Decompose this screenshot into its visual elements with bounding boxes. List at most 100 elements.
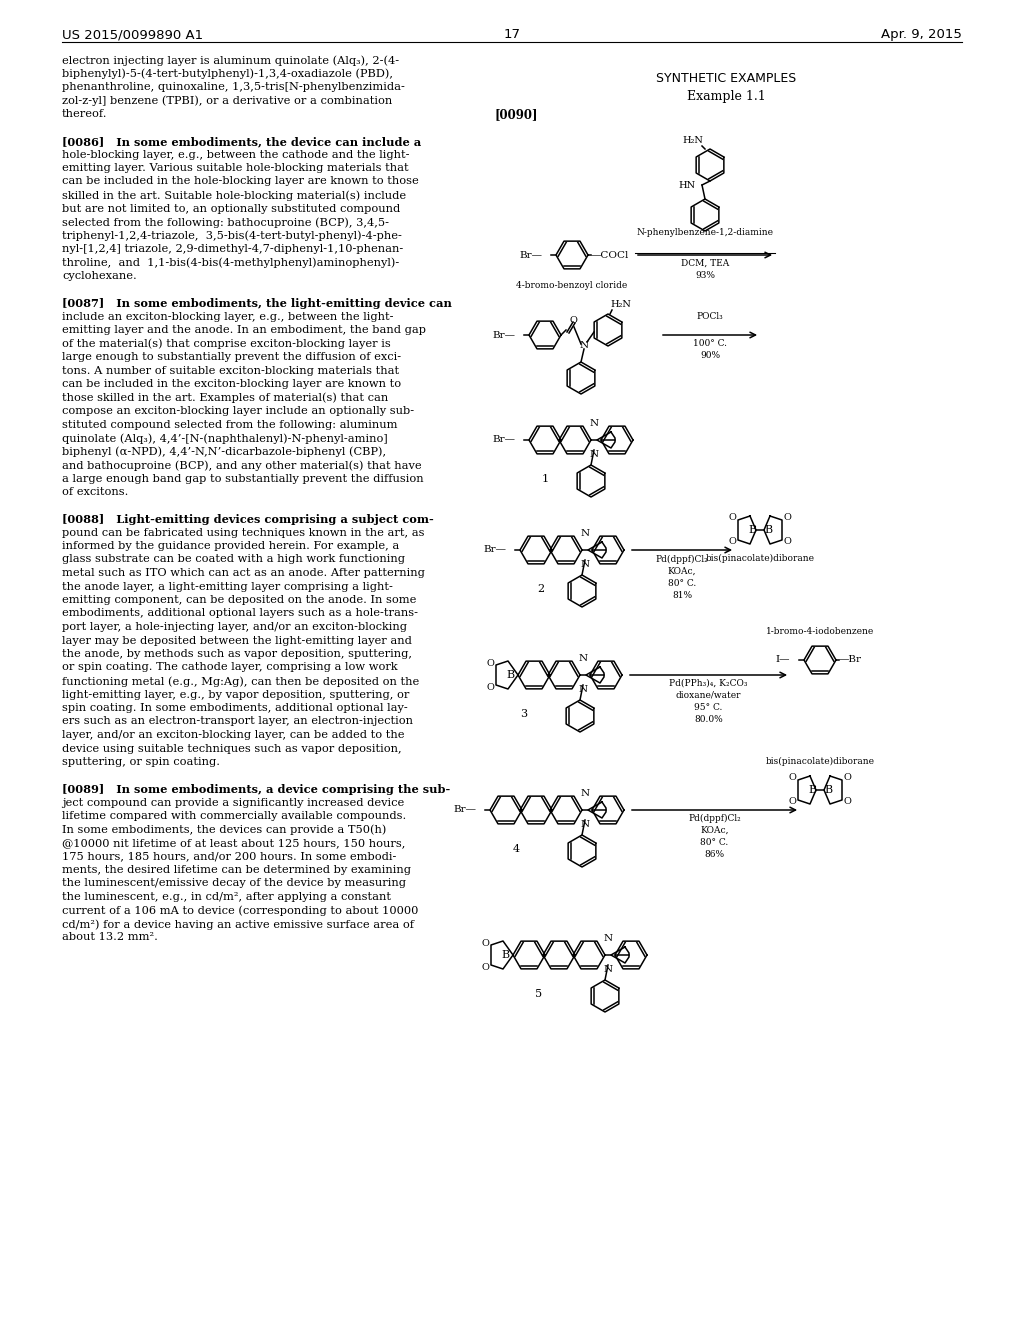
Text: 93%: 93% (695, 271, 715, 280)
Text: cyclohexane.: cyclohexane. (62, 271, 137, 281)
Text: Br—: Br— (492, 436, 515, 445)
Text: N: N (603, 935, 612, 942)
Text: hole-blocking layer, e.g., between the cathode and the light-: hole-blocking layer, e.g., between the c… (62, 149, 410, 160)
Text: POCl₃: POCl₃ (696, 312, 723, 321)
Text: current of a 106 mA to device (corresponding to about 10000: current of a 106 mA to device (correspon… (62, 906, 419, 916)
Text: informed by the guidance provided herein. For example, a: informed by the guidance provided herein… (62, 541, 399, 550)
Text: compose an exciton-blocking layer include an optionally sub-: compose an exciton-blocking layer includ… (62, 407, 414, 416)
Text: metal such as ITO which can act as an anode. After patterning: metal such as ITO which can act as an an… (62, 568, 425, 578)
Text: O: O (486, 659, 494, 668)
Text: 4: 4 (512, 843, 519, 854)
Text: 4-bromo-benzoyl cloride: 4-bromo-benzoyl cloride (516, 281, 628, 290)
Text: quinolate (Alq₃), 4,4’-[N-(naphthalenyl)-N-phenyl-amino]: quinolate (Alq₃), 4,4’-[N-(naphthalenyl)… (62, 433, 388, 444)
Text: H₂N: H₂N (610, 300, 631, 309)
Text: 95° C.: 95° C. (694, 704, 723, 711)
Text: of the material(s) that comprise exciton-blocking layer is: of the material(s) that comprise exciton… (62, 338, 391, 348)
Text: O: O (844, 797, 852, 807)
Text: triphenyl-1,2,4-triazole,  3,5-bis(4-tert-butyl-phenyl)-4-phe-: triphenyl-1,2,4-triazole, 3,5-bis(4-tert… (62, 231, 401, 242)
Text: embodiments, additional optional layers such as a hole-trans-: embodiments, additional optional layers … (62, 609, 418, 619)
Text: and bathocuproine (BCP), and any other material(s) that have: and bathocuproine (BCP), and any other m… (62, 459, 422, 470)
Text: N: N (581, 820, 590, 829)
Text: 3: 3 (520, 709, 527, 719)
Text: port layer, a hole-injecting layer, and/or an exciton-blocking: port layer, a hole-injecting layer, and/… (62, 622, 407, 632)
Text: tons. A number of suitable exciton-blocking materials that: tons. A number of suitable exciton-block… (62, 366, 399, 375)
Text: skilled in the art. Suitable hole-blocking material(s) include: skilled in the art. Suitable hole-blocki… (62, 190, 407, 201)
Text: O: O (844, 774, 852, 783)
Text: O: O (486, 682, 494, 692)
Text: Br—: Br— (483, 545, 506, 554)
Text: B: B (748, 525, 756, 535)
Text: [0089]   In some embodiments, a device comprising the sub-: [0089] In some embodiments, a device com… (62, 784, 451, 795)
Text: emitting layer and the anode. In an embodiment, the band gap: emitting layer and the anode. In an embo… (62, 325, 426, 335)
Text: B: B (501, 950, 509, 960)
Text: O: O (784, 537, 792, 546)
Text: stituted compound selected from the following: aluminum: stituted compound selected from the foll… (62, 420, 397, 429)
Text: ject compound can provide a significantly increased device: ject compound can provide a significantl… (62, 797, 404, 808)
Text: B: B (808, 785, 816, 795)
Text: DCM, TEA: DCM, TEA (681, 259, 729, 268)
Text: selected from the following: bathocuproine (BCP), 3,4,5-: selected from the following: bathocuproi… (62, 216, 389, 227)
Text: bis(pinacolate)diborane: bis(pinacolate)diborane (706, 554, 814, 564)
Text: Apr. 9, 2015: Apr. 9, 2015 (881, 28, 962, 41)
Text: N: N (590, 418, 599, 428)
Text: ments, the desired lifetime can be determined by examining: ments, the desired lifetime can be deter… (62, 865, 411, 875)
Text: [0088]   Light-emitting devices comprising a subject com-: [0088] Light-emitting devices comprising… (62, 513, 434, 525)
Text: N: N (590, 450, 599, 459)
Text: electron injecting layer is aluminum quinolate (Alq₃), 2-(4-: electron injecting layer is aluminum qui… (62, 55, 399, 66)
Text: thereof.: thereof. (62, 110, 108, 119)
Text: glass substrate can be coated with a high work functioning: glass substrate can be coated with a hig… (62, 554, 406, 565)
Text: Pd(dppf)Cl₂: Pd(dppf)Cl₂ (655, 554, 709, 564)
Text: bis(pinacolate)diborane: bis(pinacolate)diborane (766, 756, 874, 766)
Text: zol-z-yl] benzene (TPBI), or a derivative or a combination: zol-z-yl] benzene (TPBI), or a derivativ… (62, 95, 392, 106)
Text: N-phenylbenzene-1,2-diamine: N-phenylbenzene-1,2-diamine (637, 228, 773, 238)
Text: of excitons.: of excitons. (62, 487, 128, 498)
Text: O: O (570, 315, 578, 325)
Text: 100° C.: 100° C. (693, 339, 727, 348)
Text: US 2015/0099890 A1: US 2015/0099890 A1 (62, 28, 203, 41)
Text: pound can be fabricated using techniques known in the art, as: pound can be fabricated using techniques… (62, 528, 425, 537)
Text: O: O (728, 513, 736, 523)
Text: 1: 1 (542, 474, 549, 484)
Text: 80° C.: 80° C. (668, 579, 696, 587)
Text: O: O (728, 537, 736, 546)
Text: @10000 nit lifetime of at least about 125 hours, 150 hours,: @10000 nit lifetime of at least about 12… (62, 838, 406, 847)
Text: —COCl: —COCl (591, 251, 630, 260)
Text: light-emitting layer, e.g., by vapor deposition, sputtering, or: light-emitting layer, e.g., by vapor dep… (62, 689, 410, 700)
Text: KOAc,: KOAc, (668, 568, 696, 576)
Text: spin coating. In some embodiments, additional optional lay-: spin coating. In some embodiments, addit… (62, 704, 408, 713)
Text: Pd(PPh₃)₄, K₂CO₃: Pd(PPh₃)₄, K₂CO₃ (670, 678, 748, 688)
Text: can be included in the exciton-blocking layer are known to: can be included in the exciton-blocking … (62, 379, 401, 389)
Text: ers such as an electron-transport layer, an electron-injection: ers such as an electron-transport layer,… (62, 717, 413, 726)
Text: Pd(dppf)Cl₂: Pd(dppf)Cl₂ (688, 814, 741, 824)
Text: B: B (824, 785, 833, 795)
Text: nyl-[1,2,4] triazole, 2,9-dimethyl-4,7-diphenyl-1,10-phenan-: nyl-[1,2,4] triazole, 2,9-dimethyl-4,7-d… (62, 244, 403, 253)
Text: biphenyl (α-NPD), 4,4’-N,N’-dicarbazole-biphenyl (CBP),: biphenyl (α-NPD), 4,4’-N,N’-dicarbazole-… (62, 446, 386, 457)
Text: B: B (506, 671, 514, 680)
Text: biphenylyl)-5-(4-tert-butylphenyl)-1,3,4-oxadiazole (PBD),: biphenylyl)-5-(4-tert-butylphenyl)-1,3,4… (62, 69, 393, 79)
Text: KOAc,: KOAc, (700, 826, 729, 836)
Text: 1-bromo-4-iodobenzene: 1-bromo-4-iodobenzene (766, 627, 874, 636)
Text: 2: 2 (538, 583, 545, 594)
Text: [0087]   In some embodiments, the light-emitting device can: [0087] In some embodiments, the light-em… (62, 298, 452, 309)
Text: N: N (581, 560, 590, 569)
Text: include an exciton-blocking layer, e.g., between the light-: include an exciton-blocking layer, e.g.,… (62, 312, 393, 322)
Text: the luminescent/emissive decay of the device by measuring: the luminescent/emissive decay of the de… (62, 879, 406, 888)
Text: or spin coating. The cathode layer, comprising a low work: or spin coating. The cathode layer, comp… (62, 663, 397, 672)
Text: N: N (579, 685, 588, 694)
Text: I—: I— (775, 656, 790, 664)
Text: the luminescent, e.g., in cd/m², after applying a constant: the luminescent, e.g., in cd/m², after a… (62, 892, 391, 902)
Text: B: B (764, 525, 772, 535)
Text: phenanthroline, quinoxaline, 1,3,5-tris[N-phenylbenzimida-: phenanthroline, quinoxaline, 1,3,5-tris[… (62, 82, 404, 92)
Text: H₂N: H₂N (682, 136, 703, 145)
Text: about 13.2 mm².: about 13.2 mm². (62, 932, 158, 942)
Text: N: N (603, 965, 612, 974)
Text: N: N (581, 789, 590, 799)
Text: emitting component, can be deposited on the anode. In some: emitting component, can be deposited on … (62, 595, 417, 605)
Text: large enough to substantially prevent the diffusion of exci-: large enough to substantially prevent th… (62, 352, 401, 362)
Text: 17: 17 (504, 28, 520, 41)
Text: O: O (788, 797, 796, 807)
Text: 80° C.: 80° C. (700, 838, 729, 847)
Text: Br—: Br— (519, 251, 542, 260)
Text: but are not limited to, an optionally substituted compound: but are not limited to, an optionally su… (62, 203, 400, 214)
Text: Br—: Br— (492, 330, 515, 339)
